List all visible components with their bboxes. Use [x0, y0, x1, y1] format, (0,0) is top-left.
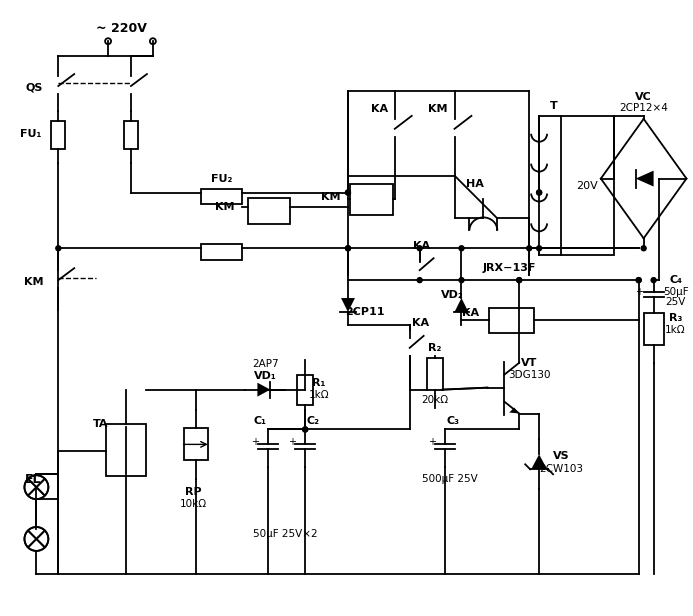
- Text: R₁: R₁: [313, 378, 326, 387]
- Text: C₃: C₃: [446, 416, 459, 426]
- Circle shape: [417, 246, 422, 251]
- Circle shape: [303, 427, 308, 432]
- Text: KM: KM: [24, 277, 44, 287]
- Bar: [106, 424, 146, 476]
- Text: 1kΩ: 1kΩ: [665, 325, 686, 335]
- Text: FU₂: FU₂: [211, 174, 232, 184]
- Text: FU₁: FU₁: [20, 129, 42, 139]
- Text: VS: VS: [553, 452, 570, 461]
- Bar: [297, 375, 313, 405]
- Text: C₂: C₂: [306, 416, 319, 426]
- Text: VC: VC: [635, 92, 652, 102]
- Text: KM: KM: [428, 104, 448, 114]
- Circle shape: [346, 190, 351, 195]
- Text: 50μF: 50μF: [663, 287, 688, 297]
- Text: KM: KM: [215, 203, 234, 213]
- Text: KA: KA: [412, 318, 429, 328]
- Circle shape: [651, 278, 656, 283]
- Text: C₁: C₁: [254, 416, 267, 426]
- Text: T: T: [550, 101, 558, 111]
- Bar: [51, 121, 65, 148]
- Bar: [184, 429, 208, 460]
- Circle shape: [517, 278, 522, 283]
- Circle shape: [417, 278, 422, 283]
- Bar: [249, 198, 290, 224]
- Circle shape: [641, 246, 646, 251]
- Text: 2AP7: 2AP7: [252, 359, 279, 369]
- Text: KA: KA: [462, 308, 480, 318]
- Text: 3DG130: 3DG130: [508, 370, 550, 379]
- Text: KA: KA: [371, 104, 388, 114]
- Text: +: +: [428, 437, 436, 447]
- Circle shape: [536, 190, 542, 195]
- Text: HA: HA: [466, 179, 484, 188]
- Text: 2CP11: 2CP11: [345, 307, 385, 317]
- Bar: [350, 184, 393, 216]
- Text: VT: VT: [521, 358, 537, 368]
- Text: R₂: R₂: [428, 343, 441, 353]
- Circle shape: [459, 278, 464, 283]
- Text: 50μF 25V×2: 50μF 25V×2: [253, 529, 317, 539]
- Text: 25V: 25V: [665, 297, 685, 307]
- Text: ~ 220V: ~ 220V: [96, 22, 146, 34]
- Text: KM: KM: [321, 192, 340, 201]
- Circle shape: [536, 246, 542, 251]
- Circle shape: [346, 190, 351, 195]
- Text: +: +: [252, 437, 259, 447]
- Text: 20kΩ: 20kΩ: [421, 395, 448, 405]
- Polygon shape: [531, 455, 547, 469]
- Text: C₄: C₄: [669, 275, 682, 285]
- Text: TA: TA: [93, 419, 108, 429]
- Circle shape: [346, 246, 351, 251]
- Text: +: +: [288, 437, 296, 447]
- Circle shape: [536, 190, 542, 195]
- Bar: [644, 313, 664, 345]
- Text: VD₁: VD₁: [254, 371, 277, 381]
- Polygon shape: [257, 383, 270, 397]
- Text: QS: QS: [26, 83, 44, 93]
- Text: JRX−13F: JRX−13F: [482, 263, 536, 273]
- Text: RP: RP: [186, 487, 202, 497]
- Circle shape: [56, 246, 61, 251]
- Text: 20V: 20V: [576, 180, 598, 190]
- Polygon shape: [635, 171, 653, 187]
- Text: 10kΩ: 10kΩ: [180, 499, 207, 509]
- Circle shape: [636, 278, 641, 283]
- Bar: [427, 358, 443, 390]
- Circle shape: [527, 246, 532, 251]
- Text: 1kΩ: 1kΩ: [309, 389, 329, 400]
- Text: KA: KA: [413, 241, 430, 251]
- Bar: [201, 188, 243, 205]
- Bar: [124, 121, 138, 148]
- Circle shape: [346, 246, 351, 251]
- Text: 2CP12×4: 2CP12×4: [620, 103, 668, 113]
- Text: VD₂: VD₂: [441, 290, 464, 300]
- Text: +: +: [635, 287, 642, 297]
- Bar: [561, 116, 614, 255]
- Circle shape: [517, 278, 522, 283]
- Circle shape: [303, 427, 308, 432]
- Bar: [489, 308, 534, 333]
- Circle shape: [636, 278, 641, 283]
- Text: R₃: R₃: [669, 313, 682, 323]
- Circle shape: [459, 246, 464, 251]
- Polygon shape: [509, 408, 519, 413]
- Text: 2CW103: 2CW103: [539, 464, 583, 474]
- Bar: [201, 245, 243, 260]
- Text: 500μF 25V: 500μF 25V: [421, 474, 477, 484]
- Polygon shape: [341, 298, 355, 312]
- Polygon shape: [455, 298, 468, 312]
- Text: EL: EL: [25, 472, 42, 486]
